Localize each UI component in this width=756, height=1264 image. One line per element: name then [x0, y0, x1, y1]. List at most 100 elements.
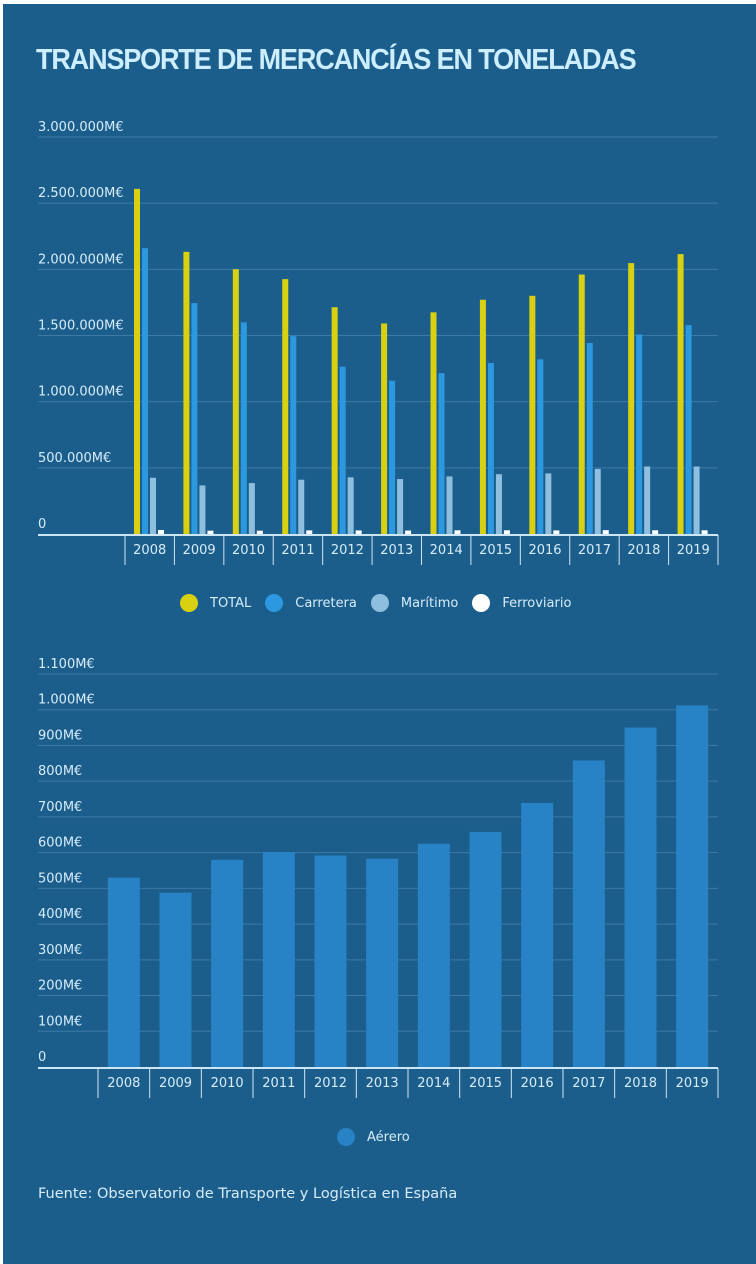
bar-aérero-2018	[624, 727, 657, 1067]
x-tick-label: 2019	[676, 1076, 709, 1091]
bar-marítimo-2012	[347, 477, 354, 534]
y-tick-label: 300M€	[38, 943, 82, 958]
x-tick-label: 2013	[380, 543, 413, 558]
tonnage-chart: 0 500.000M€ 1.000.000M€ 1.500.000M€ 2.000.00…	[38, 120, 719, 565]
x-tick-label: 2016	[528, 543, 561, 558]
bar-marítimo-2009	[199, 485, 206, 534]
bar-carretera-2015	[487, 363, 494, 534]
bar-total-2008	[134, 188, 140, 534]
y-tick-label: 500M€	[38, 871, 82, 886]
x-tick-label: 2017	[572, 1076, 605, 1091]
bar-marítimo-2013	[397, 479, 404, 534]
x-tick-label: 2011	[281, 543, 314, 558]
legend-item-total[interactable]: TOTAL	[180, 594, 251, 612]
legend-swatch-icon	[180, 594, 198, 612]
bar-total-2011	[282, 279, 289, 534]
legend-label: TOTAL	[210, 595, 252, 611]
x-tick-label: 2014	[417, 1076, 450, 1091]
y-tick-label: 3.000.000M€	[38, 120, 124, 135]
y-tick-label: 0	[38, 1050, 46, 1065]
x-tick-label: 2014	[430, 543, 463, 558]
bar-marítimo-2018	[644, 466, 651, 534]
x-tick-label: 2008	[107, 1076, 140, 1091]
y-tick-label: 1.000M€	[38, 693, 95, 708]
x-tick-label: 2008	[133, 543, 166, 558]
y-tick-label: 400M€	[38, 907, 82, 922]
tonnage-legend: TOTAL Carretera Marítimo Ferroviario	[180, 594, 585, 612]
bar-carretera-2008	[142, 248, 148, 534]
x-tick-label: 2017	[578, 543, 611, 558]
bar-carretera-2012	[339, 366, 346, 534]
bar-carretera-2016	[537, 359, 544, 534]
bar-ferroviario-2010	[256, 530, 263, 534]
bar-ferroviario-2012	[355, 530, 362, 534]
air-legend: Aérero	[337, 1128, 424, 1146]
bar-aérero-2011	[262, 851, 295, 1067]
x-tick-label: 2009	[183, 543, 216, 558]
legend-swatch-icon	[337, 1128, 355, 1146]
y-tick-label: 2.500.000M€	[38, 186, 124, 201]
x-tick-label: 2011	[262, 1076, 295, 1091]
bar-marítimo-2010	[248, 483, 255, 534]
bar-carretera-2014	[438, 373, 445, 534]
y-tick-label: 1.100M€	[38, 657, 95, 672]
page-title: TRANSPORTE DE MERCANCÍAS EN TONELADAS	[36, 44, 637, 76]
y-tick-label: 600M€	[38, 836, 82, 851]
y-tick-label: 700M€	[38, 800, 82, 815]
bar-aérero-2012	[314, 855, 347, 1067]
x-tick-label: 2015	[479, 543, 512, 558]
legend-item-ferroviario[interactable]: Ferroviario	[472, 594, 571, 612]
air-transport-chart: 0 100M€ 200M€ 300M€ 400M€ 500M€ 600M€ 700M€ 800M…	[38, 657, 719, 1098]
bar-total-2018	[628, 263, 635, 534]
bar-total-2015	[479, 299, 486, 534]
y-tick-label: 100M€	[38, 1014, 82, 1029]
bar-ferroviario-2018	[652, 530, 659, 534]
legend-swatch-icon	[370, 594, 389, 612]
x-tick-label: 2016	[521, 1076, 554, 1091]
bar-total-2016	[529, 295, 536, 534]
bar-total-2014	[430, 312, 437, 534]
legend-item-marítimo[interactable]: Marítimo	[370, 594, 459, 612]
bar-marítimo-2011	[298, 479, 305, 534]
legend-label: Carretera	[295, 595, 357, 611]
bar-total-2013	[381, 323, 388, 534]
legend-item-carretera[interactable]: Carretera	[265, 594, 357, 612]
bar-aérero-2009	[159, 892, 192, 1067]
bar-ferroviario-2011	[306, 530, 313, 534]
bar-aérero-2016	[521, 802, 554, 1067]
bar-aérero-2010	[211, 859, 244, 1067]
x-tick-label: 2019	[677, 543, 710, 558]
x-tick-label: 2015	[469, 1076, 502, 1091]
y-tick-label: 500.000M€	[38, 451, 111, 466]
legend-label: Ferroviario	[502, 595, 572, 611]
bar-total-2010	[232, 269, 239, 534]
bar-ferroviario-2019	[701, 530, 708, 534]
bar-carretera-2013	[389, 380, 396, 534]
y-tick-label: 200M€	[38, 979, 82, 994]
legend-item-aérero[interactable]: Aérero	[337, 1128, 410, 1146]
legend-label: Marítimo	[400, 595, 459, 611]
bar-carretera-2010	[240, 322, 247, 534]
y-tick-label: 1.500.000M€	[38, 319, 124, 334]
legend-swatch-icon	[265, 594, 284, 612]
x-tick-label: 2018	[627, 543, 660, 558]
bar-ferroviario-2016	[553, 530, 560, 534]
bar-aérero-2013	[366, 858, 399, 1067]
bar-aérero-2015	[469, 831, 502, 1067]
bar-ferroviario-2017	[602, 530, 609, 534]
x-tick-label: 2010	[232, 543, 265, 558]
bar-ferroviario-2013	[405, 530, 412, 534]
bar-total-2019	[677, 254, 684, 535]
y-tick-label: 900M€	[38, 728, 82, 743]
bar-carretera-2019	[685, 325, 692, 534]
x-tick-label: 2013	[366, 1076, 399, 1091]
y-tick-label: 2.000.000M€	[38, 252, 124, 267]
bar-marítimo-2014	[446, 476, 453, 534]
y-tick-label: 1.000.000M€	[38, 385, 124, 400]
bar-marítimo-2008	[150, 477, 156, 534]
bar-aérero-2014	[417, 843, 450, 1067]
bar-aérero-2019	[676, 705, 709, 1067]
bar-carretera-2018	[636, 334, 643, 534]
bar-total-2009	[183, 251, 190, 534]
bar-aérero-2008	[107, 877, 140, 1067]
